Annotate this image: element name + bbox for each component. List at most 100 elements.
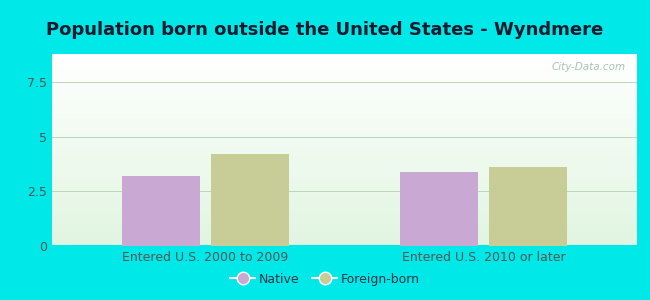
Bar: [52, 169, 637, 171]
Bar: [52, 146, 637, 148]
Bar: [52, 204, 637, 206]
Bar: [52, 217, 637, 219]
Bar: [52, 135, 637, 137]
Bar: [52, 177, 637, 179]
Bar: [52, 187, 637, 188]
Bar: [52, 131, 637, 133]
Bar: [52, 192, 637, 194]
Bar: [52, 71, 637, 73]
Bar: [52, 206, 637, 208]
Bar: [52, 77, 637, 79]
Bar: [52, 119, 637, 121]
Bar: [52, 175, 637, 177]
Bar: [52, 133, 637, 135]
Bar: [52, 221, 637, 223]
Bar: [52, 104, 637, 106]
Bar: [52, 223, 637, 225]
Bar: [52, 113, 637, 116]
Bar: [52, 94, 637, 96]
Bar: [52, 161, 637, 164]
Bar: [52, 227, 637, 229]
Bar: [52, 116, 637, 117]
Bar: [52, 68, 637, 69]
Bar: [52, 164, 637, 165]
Bar: [52, 87, 637, 88]
Bar: [52, 236, 637, 238]
Legend: Native, Foreign-born: Native, Foreign-born: [225, 268, 425, 291]
Bar: [52, 56, 637, 58]
Bar: [52, 127, 637, 129]
Text: Population born outside the United States - Wyndmere: Population born outside the United State…: [46, 21, 604, 39]
Bar: [52, 81, 637, 83]
Bar: [52, 91, 637, 92]
Bar: [52, 110, 637, 112]
Bar: [52, 229, 637, 231]
Text: City-Data.com: City-Data.com: [551, 62, 625, 72]
Bar: [52, 144, 637, 146]
Bar: [52, 165, 637, 167]
Bar: [52, 188, 637, 190]
Bar: [52, 202, 637, 204]
Bar: [52, 125, 637, 127]
Bar: [52, 54, 637, 56]
Bar: [52, 225, 637, 227]
Bar: [52, 235, 637, 236]
Bar: [52, 140, 637, 142]
Bar: [52, 184, 637, 187]
Bar: [52, 167, 637, 169]
Bar: [52, 158, 637, 160]
Bar: [52, 173, 637, 175]
Bar: [52, 92, 637, 94]
Bar: [52, 123, 637, 125]
Bar: [52, 60, 637, 62]
Bar: [52, 69, 637, 71]
Bar: [52, 83, 637, 85]
Bar: [52, 73, 637, 75]
Bar: [52, 179, 637, 181]
Bar: [52, 58, 637, 60]
Bar: [52, 160, 637, 161]
Bar: [52, 171, 637, 173]
Bar: [52, 152, 637, 154]
Bar: [52, 79, 637, 81]
Bar: [52, 208, 637, 209]
Bar: [52, 200, 637, 202]
Bar: [52, 194, 637, 196]
Bar: [52, 156, 637, 158]
Bar: [52, 213, 637, 215]
Bar: [489, 167, 567, 246]
Bar: [52, 232, 637, 235]
Bar: [52, 136, 637, 139]
Bar: [52, 106, 637, 108]
Bar: [52, 181, 637, 183]
Bar: [52, 129, 637, 131]
Bar: [52, 108, 637, 110]
Bar: [122, 176, 200, 246]
Bar: [52, 62, 637, 64]
Bar: [52, 100, 637, 102]
Bar: [400, 172, 478, 246]
Bar: [52, 64, 637, 65]
Bar: [52, 196, 637, 198]
Bar: [52, 139, 637, 140]
Bar: [52, 231, 637, 233]
Bar: [52, 65, 637, 68]
Bar: [52, 198, 637, 200]
Bar: [52, 142, 637, 144]
Bar: [52, 244, 637, 246]
Bar: [52, 88, 637, 91]
Bar: [52, 148, 637, 150]
Bar: [52, 121, 637, 123]
Bar: [211, 154, 289, 246]
Bar: [52, 154, 637, 156]
Bar: [52, 75, 637, 77]
Bar: [52, 238, 637, 240]
Bar: [52, 215, 637, 217]
Bar: [52, 183, 637, 184]
Bar: [52, 117, 637, 119]
Bar: [52, 96, 637, 98]
Bar: [52, 85, 637, 87]
Bar: [52, 150, 637, 152]
Bar: [52, 112, 637, 113]
Bar: [52, 209, 637, 211]
